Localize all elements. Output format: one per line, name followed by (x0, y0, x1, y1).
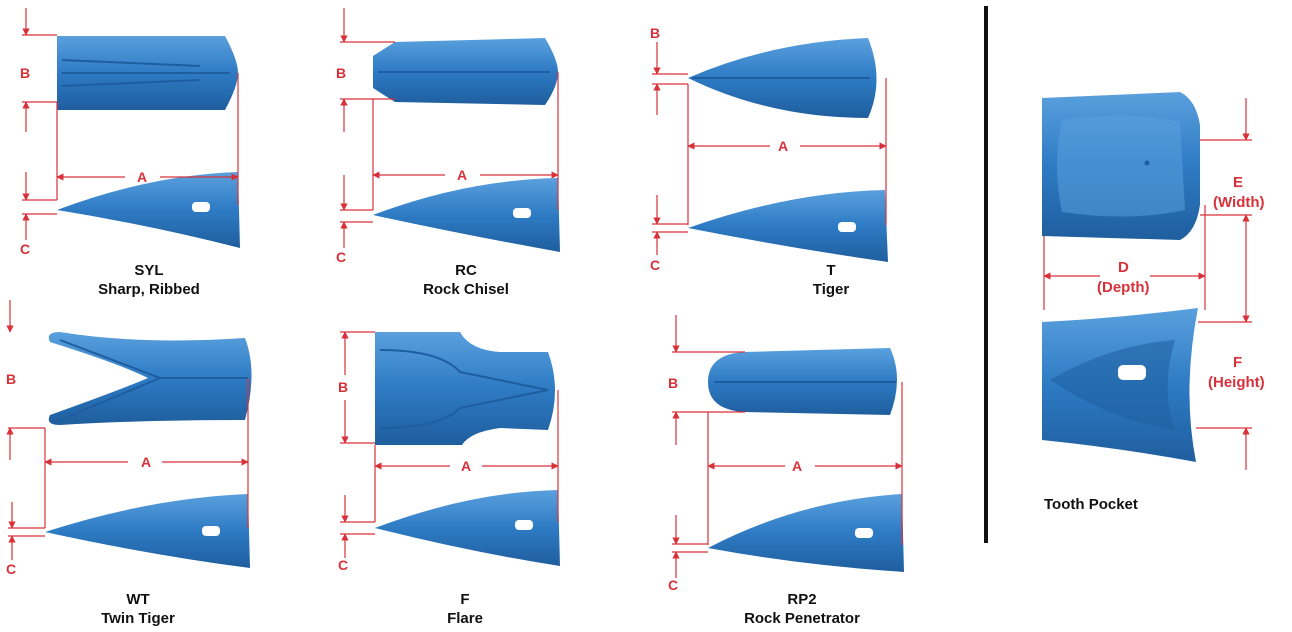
dim-label-b: B (650, 25, 660, 41)
tooth-f-side-view (375, 490, 560, 566)
tooth-code: F (460, 591, 470, 608)
tooth-name: Sharp, Ribbed (98, 281, 200, 298)
tooth-name: Twin Tiger (101, 610, 175, 627)
tooth-name: Flare (447, 610, 483, 627)
tooth-rc-pin-hole (513, 208, 531, 218)
tooth-syl-diagram: B A C (20, 8, 240, 257)
caption-wt: WT Twin Tiger (18, 590, 258, 628)
tooth-t-side-view (688, 190, 888, 262)
tooth-rc-side-view (373, 178, 560, 252)
tooth-code: RP2 (787, 591, 817, 608)
pocket-top-inner (1057, 115, 1185, 217)
dim-label-c: C (336, 249, 346, 265)
dim-label-a: A (137, 169, 147, 185)
dim-label-b: B (20, 65, 30, 81)
dim-label-b: B (6, 371, 16, 387)
tooth-f-diagram: B A C (338, 331, 560, 573)
pocket-pin-hole (1118, 365, 1146, 380)
tooth-rp2-pin-hole (855, 528, 873, 538)
tooth-name: Rock Chisel (423, 281, 509, 298)
dim-label-c: C (668, 577, 678, 593)
dim-label-a: A (141, 454, 151, 470)
tooth-code: WT (126, 591, 150, 608)
dim-label-f: F (1233, 354, 1242, 371)
tooth-code: RC (455, 262, 477, 279)
tooth-syl-side-view (57, 172, 240, 248)
caption-syl: SYL Sharp, Ribbed (29, 261, 269, 299)
caption-rp2: RP2 Rock Penetrator (682, 590, 922, 628)
tooth-wt-pin-hole (202, 526, 220, 536)
tooth-rp2-diagram: B A C (668, 315, 904, 593)
dim-label-a: A (457, 167, 467, 183)
pocket-width-label: (Width) (1213, 194, 1265, 211)
pocket-side-channel (1050, 340, 1175, 430)
dim-label-c: C (20, 241, 30, 257)
tooth-t-diagram: B A C (650, 25, 888, 273)
caption-t: T Tiger (711, 261, 951, 299)
dim-label-c: C (6, 561, 16, 577)
tooth-wt-diagram: B A C (6, 300, 252, 577)
pocket-depth-label: (Depth) (1097, 279, 1150, 296)
caption-rc: RC Rock Chisel (346, 261, 586, 299)
pocket-height-label: (Height) (1208, 374, 1265, 391)
caption-f: F Flare (345, 590, 585, 628)
dim-label-b: B (336, 65, 346, 81)
tooth-code: T (826, 262, 836, 279)
dim-label-a: A (792, 458, 802, 474)
tooth-pocket-diagram: E (Width) D (Depth) F (Height) (1042, 92, 1265, 470)
tooth-name: Rock Penetrator (744, 610, 860, 627)
tooth-wt-side-view (45, 494, 250, 568)
dim-label-a: A (461, 458, 471, 474)
tooth-rp2-side-view (708, 494, 904, 572)
dim-label-d: D (1118, 259, 1129, 276)
tooth-f-pin-hole (515, 520, 533, 530)
dim-label-c: C (650, 257, 660, 273)
pocket-center-hole (1144, 160, 1150, 166)
tooth-wt-ribs (59, 339, 248, 421)
tooth-t-pin-hole (838, 222, 856, 232)
tooth-code: SYL (134, 262, 164, 279)
tooth-f-top-view (375, 332, 555, 445)
tooth-name: Tiger (812, 281, 850, 298)
tooth-rc-diagram: B A C (336, 8, 560, 265)
dim-label-b: B (668, 375, 678, 391)
tooth-syl-pin-hole (192, 202, 210, 212)
dim-label-c: C (338, 557, 348, 573)
dim-label-a: A (778, 138, 788, 154)
tooth-syl-ribs (61, 59, 230, 87)
caption-tooth-pocket: Tooth Pocket (1044, 496, 1138, 513)
section-divider (984, 6, 988, 543)
dim-label-b: B (338, 379, 348, 395)
tooth-f-ribs (379, 349, 549, 429)
dim-label-e: E (1233, 174, 1243, 191)
